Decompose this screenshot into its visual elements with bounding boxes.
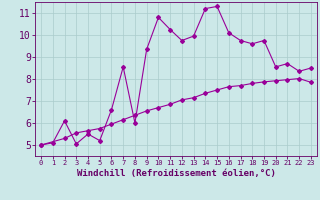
X-axis label: Windchill (Refroidissement éolien,°C): Windchill (Refroidissement éolien,°C) (76, 169, 276, 178)
